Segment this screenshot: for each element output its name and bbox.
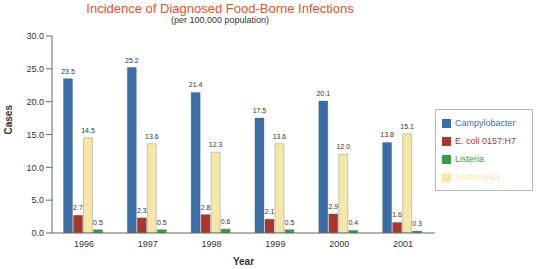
svg-text:17.5: 17.5 <box>253 107 267 114</box>
svg-text:1.6: 1.6 <box>392 211 402 218</box>
svg-text:10.0: 10.0 <box>26 163 44 173</box>
svg-text:2.3: 2.3 <box>137 207 147 214</box>
svg-text:15.0: 15.0 <box>26 130 44 140</box>
svg-text:12.0: 12.0 <box>336 143 350 150</box>
svg-text:2.7: 2.7 <box>73 204 83 211</box>
svg-text:1999: 1999 <box>265 239 285 249</box>
svg-text:0.0: 0.0 <box>31 228 44 238</box>
svg-text:0.6: 0.6 <box>221 218 231 225</box>
svg-text:0.5: 0.5 <box>93 219 103 226</box>
svg-text:25.2: 25.2 <box>125 57 139 64</box>
svg-text:1997: 1997 <box>138 239 158 249</box>
svg-text:30.0: 30.0 <box>26 31 44 41</box>
svg-text:13.6: 13.6 <box>145 133 159 140</box>
svg-text:20.0: 20.0 <box>26 97 44 107</box>
svg-text:5.0: 5.0 <box>31 195 44 205</box>
svg-text:13.8: 13.8 <box>380 131 394 138</box>
svg-text:12.3: 12.3 <box>209 141 223 148</box>
html-text:Listeria: Listeria <box>455 153 484 164</box>
svg-text:0.5: 0.5 <box>157 219 167 226</box>
svg-text:1998: 1998 <box>202 239 222 249</box>
svg-text:2.1: 2.1 <box>265 208 275 215</box>
svg-text:13.6: 13.6 <box>273 133 287 140</box>
html-text:E. coli 0157:H7: E. coli 0157:H7 <box>455 135 516 146</box>
svg-text:2001: 2001 <box>393 239 413 249</box>
svg-text:0.4: 0.4 <box>348 219 358 226</box>
svg-text:Year: Year <box>233 256 254 267</box>
svg-text:21.4: 21.4 <box>189 81 203 88</box>
svg-text:Cases: Cases <box>8 105 14 135</box>
svg-text:23.5: 23.5 <box>61 68 75 75</box>
svg-text:25.0: 25.0 <box>26 64 44 74</box>
svg-text:20.1: 20.1 <box>316 90 330 97</box>
html-text:Campylobacter: Campylobacter <box>455 117 516 128</box>
svg-text:2.8: 2.8 <box>201 204 211 211</box>
html-text:Salmonella: Salmonella <box>455 171 500 182</box>
svg-text:0.3: 0.3 <box>412 220 422 227</box>
svg-text:14.5: 14.5 <box>81 127 95 134</box>
svg-text:0.5: 0.5 <box>285 219 295 226</box>
svg-text:2.9: 2.9 <box>328 203 338 210</box>
svg-text:15.1: 15.1 <box>400 123 414 130</box>
svg-text:1996: 1996 <box>74 239 94 249</box>
svg-text:2000: 2000 <box>329 239 349 249</box>
html-text:Incidence of Diagnosed Food-Bo: Incidence of Diagnosed Food-Borne Infect… <box>86 1 354 16</box>
html-text:(per 100,000 population): (per 100,000 population) <box>171 15 269 26</box>
